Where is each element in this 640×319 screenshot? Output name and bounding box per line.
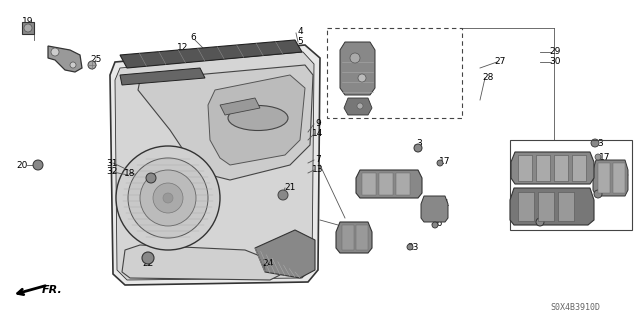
Polygon shape — [362, 173, 376, 195]
Polygon shape — [208, 75, 305, 165]
Bar — [510, 140, 632, 230]
Text: 14: 14 — [312, 129, 324, 137]
Text: 32: 32 — [106, 167, 118, 176]
Circle shape — [358, 74, 366, 82]
Text: S0X4B3910D: S0X4B3910D — [550, 303, 600, 313]
Polygon shape — [554, 155, 568, 181]
Polygon shape — [511, 152, 594, 184]
Text: 3: 3 — [597, 138, 603, 147]
Circle shape — [350, 53, 360, 63]
Text: 12: 12 — [177, 43, 189, 53]
Text: 19: 19 — [22, 18, 34, 26]
Text: 24: 24 — [262, 259, 274, 269]
Polygon shape — [518, 192, 534, 221]
Polygon shape — [572, 155, 586, 181]
Polygon shape — [518, 155, 532, 181]
Text: 23: 23 — [407, 242, 419, 251]
Text: 16: 16 — [595, 168, 605, 177]
Circle shape — [594, 190, 602, 198]
Polygon shape — [115, 52, 314, 280]
Text: 31: 31 — [106, 159, 118, 167]
Bar — [327, 28, 462, 118]
Polygon shape — [356, 225, 368, 250]
Polygon shape — [340, 42, 375, 95]
Circle shape — [140, 170, 196, 226]
Circle shape — [536, 218, 544, 226]
Text: 18: 18 — [124, 168, 136, 177]
Text: 17: 17 — [599, 153, 611, 162]
Circle shape — [146, 173, 156, 183]
Text: 29: 29 — [549, 48, 561, 56]
Polygon shape — [138, 65, 313, 180]
Text: 1: 1 — [534, 194, 540, 203]
Text: 20: 20 — [16, 160, 28, 169]
Circle shape — [591, 139, 599, 147]
Polygon shape — [344, 98, 372, 115]
Polygon shape — [536, 155, 550, 181]
Polygon shape — [255, 230, 315, 278]
Circle shape — [163, 193, 173, 203]
Circle shape — [595, 154, 601, 160]
Text: 28: 28 — [483, 72, 493, 81]
Text: 22: 22 — [142, 259, 154, 269]
Text: 2: 2 — [342, 226, 348, 235]
Ellipse shape — [228, 106, 288, 130]
Polygon shape — [220, 98, 260, 115]
Polygon shape — [396, 173, 410, 195]
Circle shape — [128, 158, 208, 238]
Polygon shape — [122, 245, 280, 280]
Polygon shape — [110, 45, 320, 285]
Polygon shape — [421, 196, 448, 222]
Polygon shape — [379, 173, 393, 195]
Text: 13: 13 — [312, 166, 324, 174]
Polygon shape — [538, 192, 554, 221]
Polygon shape — [120, 68, 205, 85]
Text: 23: 23 — [540, 213, 550, 222]
Circle shape — [33, 160, 43, 170]
Text: 8: 8 — [49, 48, 55, 56]
Text: 26: 26 — [599, 189, 611, 197]
Polygon shape — [598, 163, 610, 193]
Text: 25: 25 — [90, 56, 102, 64]
Text: FR.: FR. — [42, 285, 63, 295]
Polygon shape — [48, 46, 82, 72]
Text: 5: 5 — [297, 38, 303, 47]
Text: 9: 9 — [315, 118, 321, 128]
Polygon shape — [510, 188, 594, 225]
Polygon shape — [336, 222, 372, 253]
Circle shape — [116, 146, 220, 250]
Circle shape — [278, 190, 288, 200]
Polygon shape — [593, 160, 628, 196]
Polygon shape — [120, 40, 302, 68]
Bar — [22, 22, 34, 34]
Circle shape — [432, 222, 438, 228]
Text: 6: 6 — [190, 33, 196, 42]
Circle shape — [407, 244, 413, 250]
Circle shape — [24, 24, 32, 32]
Circle shape — [51, 48, 59, 56]
Text: 17: 17 — [439, 158, 451, 167]
Text: 30: 30 — [549, 57, 561, 66]
Polygon shape — [356, 170, 422, 198]
Text: 4: 4 — [297, 27, 303, 36]
Text: 26: 26 — [431, 219, 443, 228]
Text: 10: 10 — [374, 174, 386, 182]
Polygon shape — [613, 163, 625, 193]
Polygon shape — [558, 192, 574, 221]
Circle shape — [414, 144, 422, 152]
Circle shape — [88, 61, 96, 69]
Circle shape — [437, 160, 443, 166]
Polygon shape — [342, 225, 354, 250]
Circle shape — [357, 103, 363, 109]
Text: 27: 27 — [494, 57, 506, 66]
Text: 11: 11 — [439, 198, 451, 207]
Text: 3: 3 — [416, 138, 422, 147]
Circle shape — [142, 252, 154, 264]
Circle shape — [70, 62, 76, 68]
Text: 15: 15 — [512, 159, 524, 167]
Circle shape — [153, 183, 183, 213]
Text: 7: 7 — [315, 155, 321, 165]
Text: 21: 21 — [284, 183, 296, 192]
